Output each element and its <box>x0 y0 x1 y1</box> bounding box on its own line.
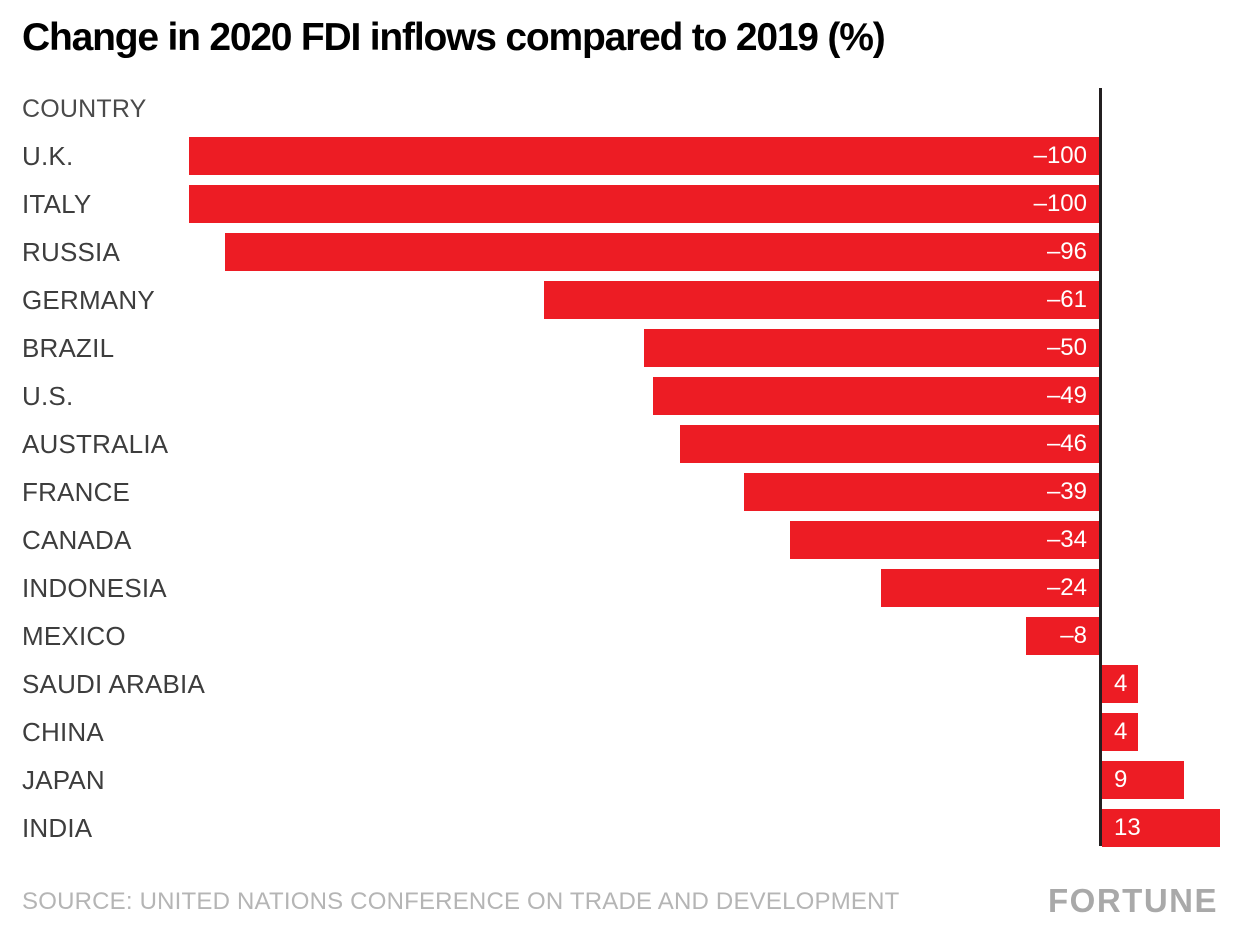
category-label: AUSTRALIA <box>22 428 169 459</box>
category-label: GERMANY <box>22 284 155 315</box>
bar: 13 <box>1102 809 1221 847</box>
bar: –100 <box>189 185 1099 223</box>
value-label: –46 <box>1046 430 1087 457</box>
bar: –50 <box>644 329 1099 367</box>
category-label: MEXICO <box>22 620 126 651</box>
category-label: RUSSIA <box>22 236 121 267</box>
bar: 4 <box>1102 713 1139 751</box>
category-label: BRAZIL <box>22 332 115 363</box>
category-label: SAUDI ARABIA <box>22 668 206 699</box>
category-label: CANADA <box>22 524 132 555</box>
bar: –46 <box>680 425 1099 463</box>
value-label: –100 <box>1033 190 1087 217</box>
bar: –96 <box>225 233 1099 271</box>
category-label: U.K. <box>22 140 74 171</box>
category-label: ITALY <box>22 188 92 219</box>
category-label: FRANCE <box>22 476 131 507</box>
value-label: –8 <box>1060 622 1087 649</box>
value-label: –50 <box>1046 334 1087 361</box>
value-label: –49 <box>1046 382 1087 409</box>
value-label: 13 <box>1114 814 1141 841</box>
zero-axis-line <box>1099 88 1102 846</box>
value-label: 9 <box>1114 766 1128 793</box>
bar: –49 <box>653 377 1099 415</box>
fortune-logo: FORTUNE <box>1048 882 1218 919</box>
value-label: –61 <box>1046 286 1087 313</box>
category-label: INDIA <box>22 812 93 843</box>
chart-title: Change in 2020 FDI inflows compared to 2… <box>22 16 886 59</box>
value-label: –34 <box>1046 526 1087 553</box>
value-label: –39 <box>1046 478 1087 505</box>
bar: –39 <box>744 473 1099 511</box>
column-header-country: COUNTRY <box>22 95 147 123</box>
bar: –61 <box>543 281 1099 319</box>
value-label: –96 <box>1046 238 1087 265</box>
bar: –24 <box>880 569 1099 607</box>
category-label: INDONESIA <box>22 572 167 603</box>
bar: 9 <box>1102 761 1184 799</box>
value-label: 4 <box>1114 718 1128 745</box>
category-label: U.S. <box>22 380 74 411</box>
value-label: 4 <box>1114 670 1128 697</box>
value-label: –100 <box>1033 142 1087 169</box>
bar: –100 <box>189 137 1099 175</box>
value-label: –24 <box>1046 574 1087 601</box>
category-label: JAPAN <box>22 764 105 795</box>
bar: –34 <box>789 521 1099 559</box>
bar: –8 <box>1026 617 1099 655</box>
bar: 4 <box>1102 665 1139 703</box>
category-label: CHINA <box>22 716 104 747</box>
source-note: SOURCE: UNITED NATIONS CONFERENCE ON TRA… <box>22 888 900 915</box>
